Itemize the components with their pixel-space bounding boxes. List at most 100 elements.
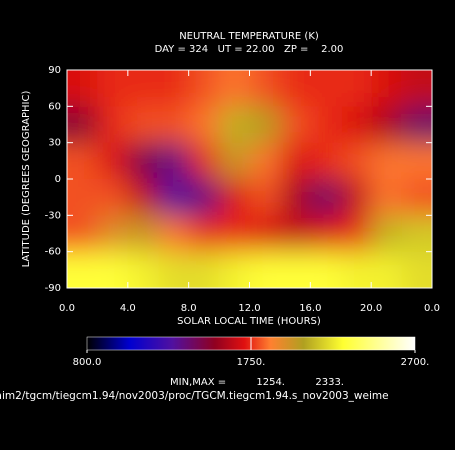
x-tick-label: 0.0 <box>59 303 75 314</box>
heat-cell <box>188 70 220 107</box>
heat-cell <box>401 179 432 216</box>
heat-cell <box>401 215 432 253</box>
heat-cell <box>371 215 403 253</box>
min-value: 1254. <box>256 377 285 388</box>
y-tick-label: -30 <box>45 210 61 221</box>
colorbar-tick-label: 800.0 <box>73 357 102 368</box>
heat-cell <box>97 179 129 216</box>
heat-cell <box>219 70 250 107</box>
heat-cell <box>67 179 98 216</box>
heat-cell <box>371 70 403 107</box>
heat-cell <box>188 215 220 253</box>
heat-cell <box>127 106 159 144</box>
heat-cell <box>310 106 342 144</box>
heat-cell <box>97 251 129 288</box>
max-value: 2333. <box>315 377 344 388</box>
y-tick-label: 60 <box>48 101 61 112</box>
heat-cell <box>371 251 403 288</box>
heat-cell <box>249 142 281 180</box>
heat-cell <box>97 142 129 180</box>
heat-cell <box>158 251 190 288</box>
chart-title: NEUTRAL TEMPERATURE (K) <box>179 31 319 42</box>
heat-cell <box>401 70 432 107</box>
y-tick-label: 0 <box>55 174 61 185</box>
heat-cell <box>127 142 159 180</box>
heat-cell <box>67 251 98 288</box>
heat-cell <box>371 106 403 144</box>
heat-cell <box>279 106 311 144</box>
heat-cell <box>158 179 190 216</box>
heat-cell <box>340 179 372 216</box>
heat-cell <box>310 251 342 288</box>
heat-cell <box>219 142 250 180</box>
heat-cell <box>310 215 342 253</box>
y-tick-label: 90 <box>48 65 61 76</box>
heat-cell <box>97 106 129 144</box>
heat-cell <box>188 251 220 288</box>
y-axis-label: LATITUDE (DEGREES GEOGRAPHIC) <box>21 91 32 268</box>
heat-cell <box>401 142 432 180</box>
x-tick-label: 16.0 <box>299 303 321 314</box>
y-tick-label: 30 <box>48 138 61 149</box>
file-path: /aim2/tgcm/tiegcm1.94/nov2003/proc/TGCM.… <box>0 390 389 402</box>
heat-cell <box>371 179 403 216</box>
heat-cell <box>340 251 372 288</box>
heat-cell <box>340 142 372 180</box>
heat-cell <box>127 215 159 253</box>
heat-cell <box>279 70 311 107</box>
x-tick-label: 0.0 <box>424 303 440 314</box>
heat-cell <box>67 142 98 180</box>
heat-cell <box>67 215 98 253</box>
heat-cell <box>279 179 311 216</box>
heat-cell <box>249 70 281 107</box>
heat-cell <box>371 142 403 180</box>
heat-cell <box>249 179 281 216</box>
heat-cell <box>401 251 432 288</box>
colorbar-tick-label: 1750. <box>237 357 266 368</box>
heat-cell <box>219 215 250 253</box>
heat-cell <box>340 70 372 107</box>
heat-cell <box>279 215 311 253</box>
x-tick-label: 20.0 <box>360 303 382 314</box>
heat-cell <box>249 215 281 253</box>
x-tick-label: 8.0 <box>181 303 197 314</box>
heat-cell <box>67 106 98 144</box>
chart-subtitle: DAY = 324 UT = 22.00 ZP = 2.00 <box>155 44 344 55</box>
heat-cell <box>188 142 220 180</box>
heat-cell <box>158 70 190 107</box>
heat-cell <box>127 70 159 107</box>
heat-cell <box>310 179 342 216</box>
heat-cell <box>249 106 281 144</box>
heat-cell <box>340 106 372 144</box>
heat-cell <box>127 251 159 288</box>
heat-cell <box>97 70 129 107</box>
heat-cell <box>340 215 372 253</box>
heatmap-cells <box>67 70 432 288</box>
heat-cell <box>127 179 159 216</box>
heat-cell <box>310 70 342 107</box>
y-tick-label: -60 <box>45 247 61 258</box>
heat-cell <box>67 70 98 107</box>
heat-cell <box>188 106 220 144</box>
heatmap <box>67 70 432 288</box>
heat-cell <box>219 106 250 144</box>
x-axis-label: SOLAR LOCAL TIME (HOURS) <box>177 316 321 327</box>
heat-cell <box>219 179 250 216</box>
heat-cell <box>158 215 190 253</box>
x-tick-label: 4.0 <box>120 303 136 314</box>
heat-cell <box>279 251 311 288</box>
colorbar-tick-label: 2700. <box>401 357 430 368</box>
min-max-label: MIN,MAX = <box>170 377 226 388</box>
heat-cell <box>249 251 281 288</box>
x-tick-label: 12.0 <box>238 303 260 314</box>
heat-cell <box>97 215 129 253</box>
heat-cell <box>188 179 220 216</box>
heat-cell <box>310 142 342 180</box>
heat-cell <box>158 142 190 180</box>
y-tick-label: -90 <box>45 283 61 294</box>
heat-cell <box>158 106 190 144</box>
heat-cell <box>401 106 432 144</box>
heat-cell <box>279 142 311 180</box>
heat-cell <box>219 251 250 288</box>
